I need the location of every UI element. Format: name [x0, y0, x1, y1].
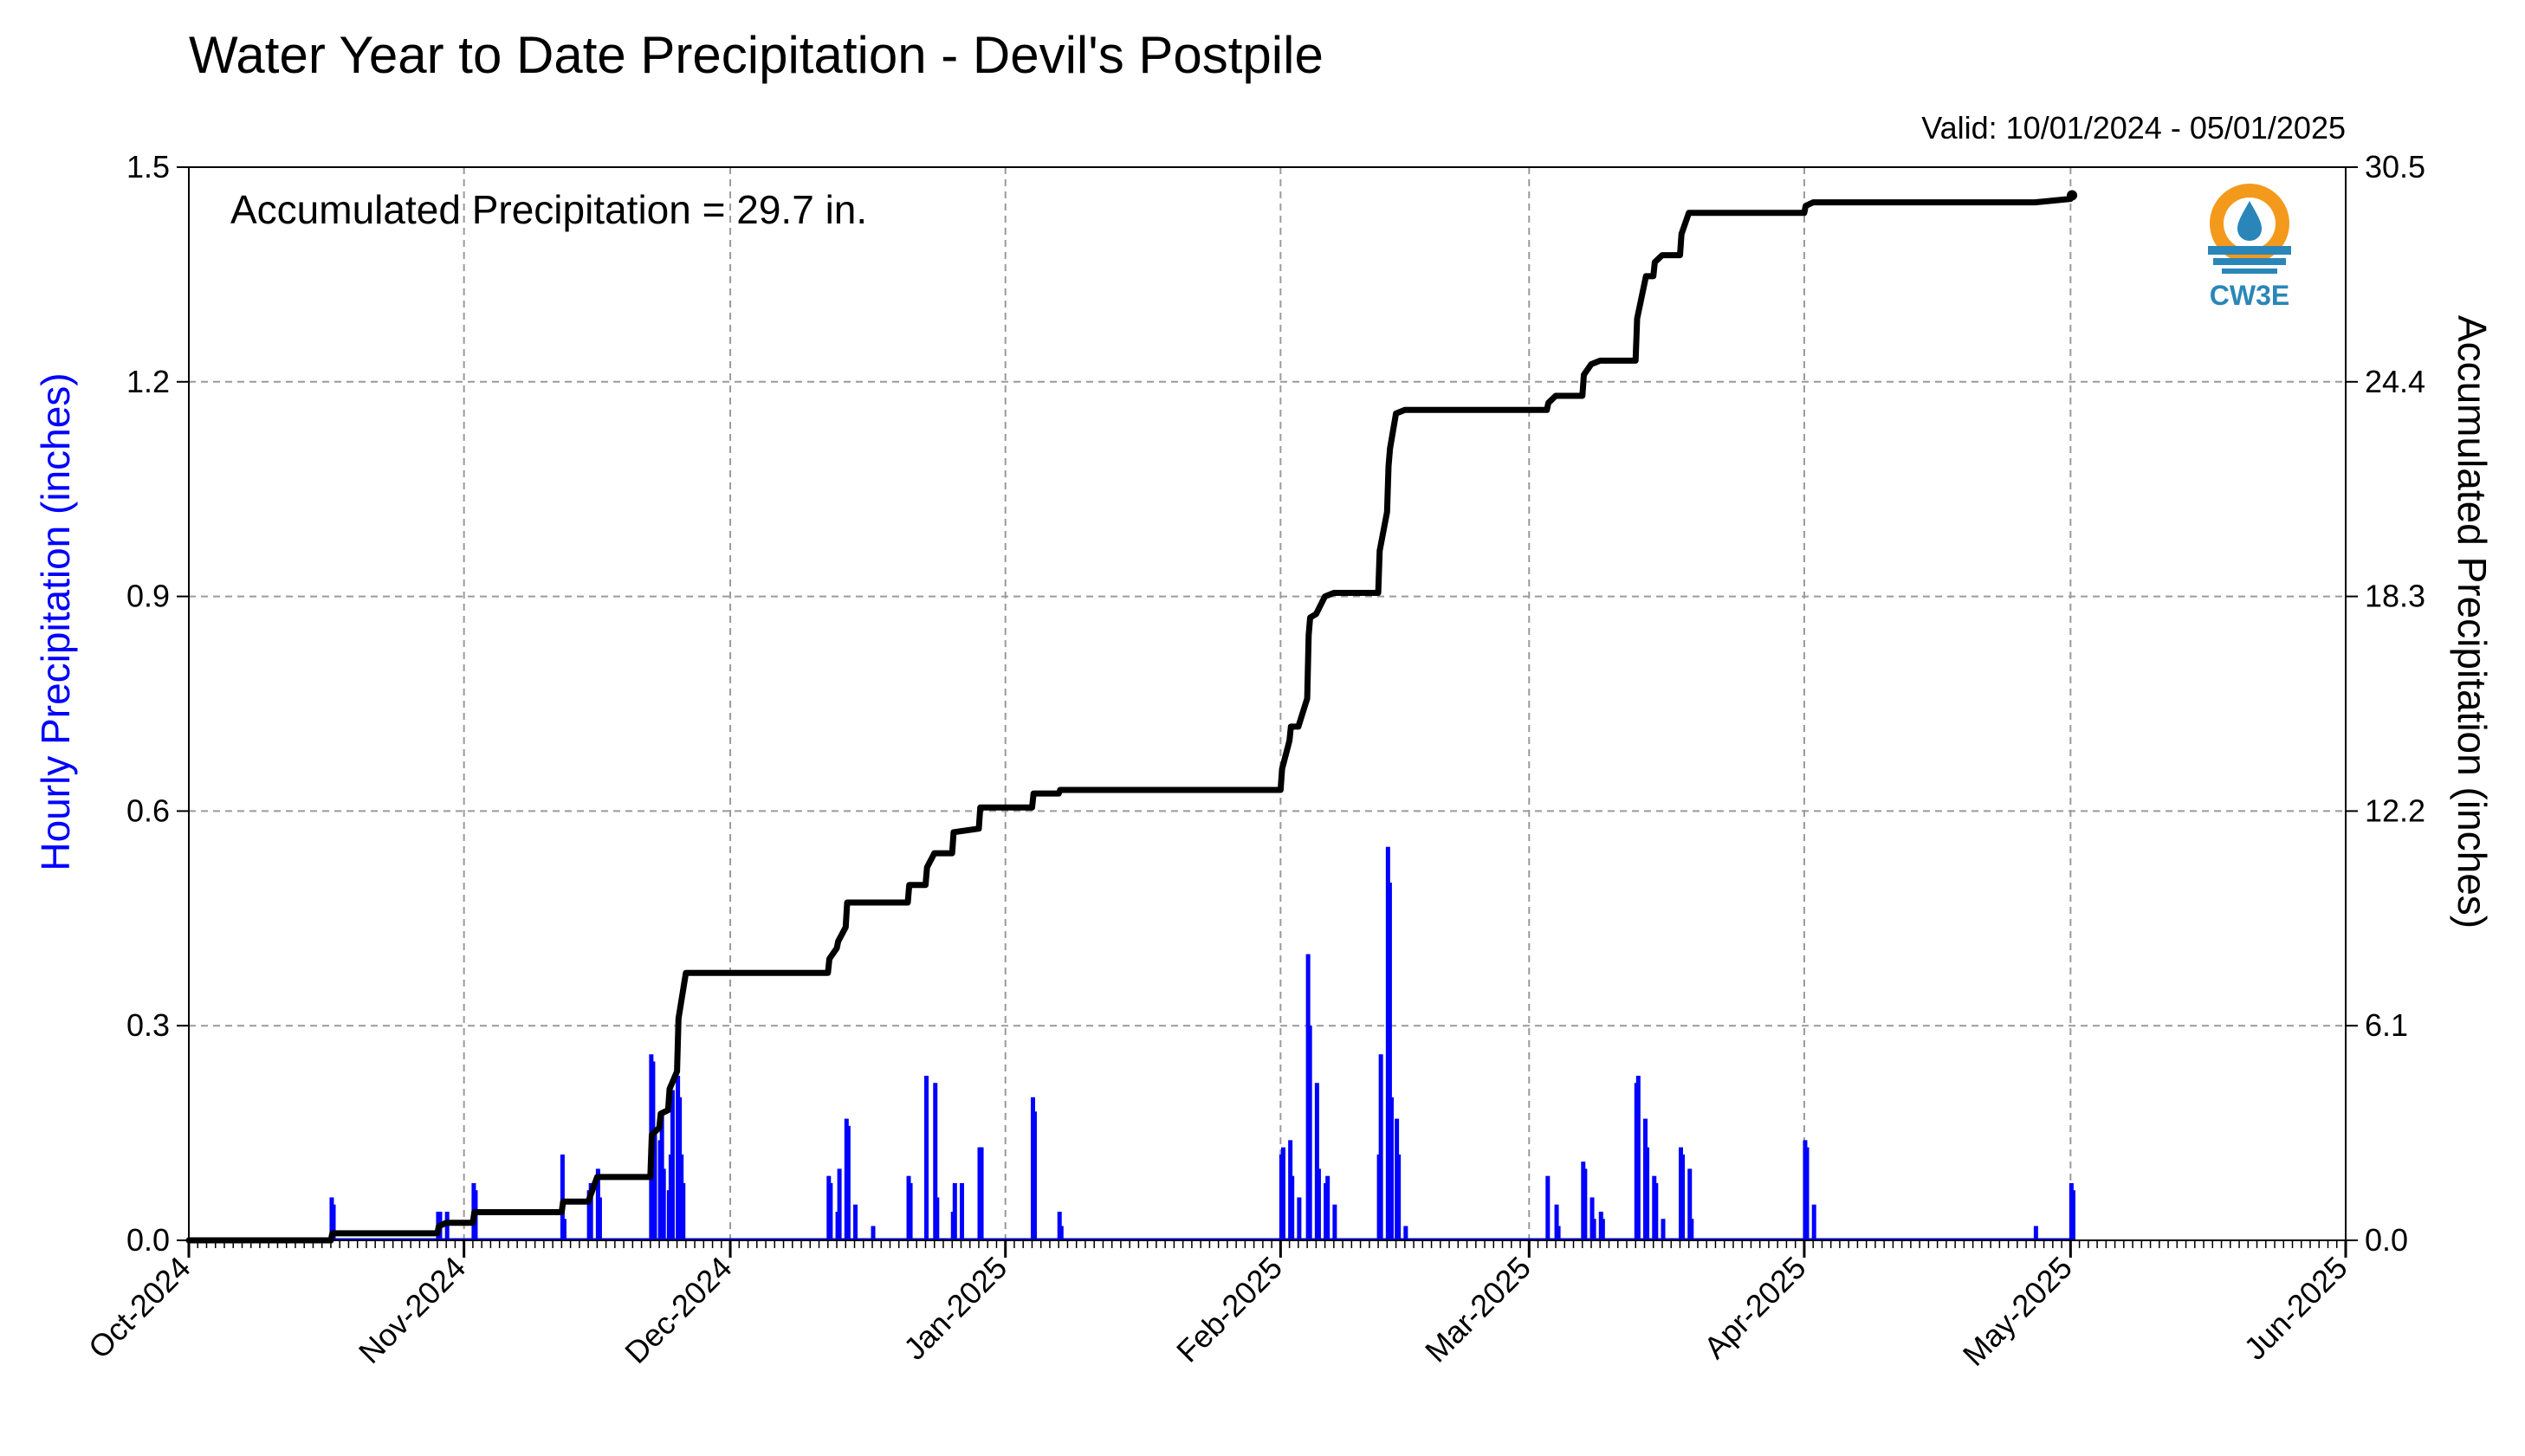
y-left-tick-label: 0.3	[126, 1007, 170, 1043]
accumulated-precip-endpoint	[2067, 190, 2078, 201]
hourly-precip-bar	[1403, 1226, 1408, 1240]
hourly-precip-bar	[1314, 1083, 1319, 1240]
hourly-precip-bar	[1389, 1097, 1394, 1240]
hourly-precip-bar	[1290, 1175, 1295, 1240]
hourly-precip-bar	[1687, 1168, 1693, 1240]
y-right-tick-label: 0.0	[2365, 1222, 2408, 1258]
hourly-precip-bar	[1600, 1219, 1605, 1240]
hourly-precip-bar	[681, 1182, 686, 1240]
hourly-precip-bar	[853, 1204, 858, 1240]
y-axis-label-right: Accumulated Precipitation (inches)	[2450, 315, 2495, 929]
chart-title: Water Year to Date Precipitation - Devil…	[189, 26, 1324, 84]
accumulated-total-annotation: Accumulated Precipitation = 29.7 in.	[230, 187, 867, 232]
hourly-precip-bar	[1387, 883, 1392, 1240]
hourly-precip-bar	[952, 1182, 957, 1240]
y-right-tick-label: 24.4	[2365, 364, 2425, 399]
hourly-precip-bar	[331, 1204, 336, 1240]
hourly-precip-bar	[1661, 1219, 1666, 1240]
hourly-precip-bar	[661, 1168, 666, 1240]
y-right-tick-label: 18.3	[2365, 579, 2425, 614]
hourly-precip-bar	[1545, 1175, 1551, 1240]
hourly-precip-bar	[933, 1083, 938, 1240]
logo-wave-2	[2213, 258, 2286, 265]
water-drop-icon	[2237, 201, 2262, 241]
logo-wave-3	[2222, 269, 2277, 274]
hourly-precip-bar	[960, 1182, 965, 1240]
accumulated-precip-line	[185, 190, 2078, 1244]
hourly-precip-bar	[1332, 1204, 1337, 1240]
hourly-precip-bar	[1680, 1154, 1686, 1240]
y-right-tick-label: 12.2	[2365, 793, 2425, 828]
hourly-precip-bar	[1645, 1147, 1650, 1240]
hourly-precip-bar	[1811, 1204, 1816, 1240]
hourly-precip-bar	[871, 1226, 876, 1240]
hourly-precip-bar	[1554, 1204, 1559, 1240]
y-left-tick-label: 0.0	[126, 1222, 170, 1258]
hourly-precip-bar	[845, 1125, 851, 1240]
accumulated-precip-path	[185, 192, 2075, 1244]
hourly-precip-bar	[1316, 1168, 1321, 1240]
hourly-precip-bar	[560, 1154, 565, 1240]
y-left-tick-label: 1.5	[126, 149, 170, 184]
hourly-precip-bar	[837, 1168, 842, 1240]
y-left-tick-label: 0.6	[126, 793, 170, 828]
plot-frame	[188, 166, 2347, 1241]
hourly-precip-bar	[1033, 1111, 1038, 1240]
valid-date-range: Valid: 10/01/2024 - 05/01/2025	[1921, 110, 2346, 146]
hourly-precip-bar	[1654, 1182, 1659, 1240]
axes	[177, 166, 2358, 1258]
hourly-precip-bar	[1059, 1226, 1064, 1240]
y-right-tick-label: 6.1	[2365, 1007, 2408, 1043]
hourly-precip-bar	[908, 1182, 913, 1240]
hourly-precip-bar	[652, 1133, 657, 1240]
hourly-precip-bar	[828, 1182, 833, 1240]
hourly-precip-bar	[1583, 1168, 1588, 1240]
y-axis-label-left: Hourly Precipitation (inches)	[33, 372, 78, 870]
hourly-precip-bar	[1635, 1076, 1641, 1240]
hourly-precip-bar	[979, 1147, 984, 1240]
hourly-precip-bar	[924, 1076, 929, 1240]
y-left-tick-label: 0.9	[126, 579, 170, 614]
hourly-precip-bar	[1378, 1054, 1383, 1240]
hourly-precip-bar	[1280, 1147, 1285, 1240]
hourly-precip-bar	[2070, 1190, 2075, 1240]
logo-text: CW3E	[2210, 280, 2289, 311]
hourly-precip-bar	[1396, 1154, 1402, 1240]
hourly-precip-bar	[1591, 1219, 1596, 1240]
hourly-precip-bar	[444, 1211, 450, 1240]
hourly-precip-bar	[588, 1182, 593, 1240]
hourly-precip-bar	[597, 1197, 602, 1240]
hourly-precip-bar	[1556, 1226, 1561, 1240]
hourly-precip-bar	[1804, 1147, 1810, 1240]
hourly-precip-bar	[1325, 1175, 1330, 1240]
hourly-precip-bar	[1307, 1026, 1312, 1240]
y-left-tick-label: 1.2	[126, 364, 170, 399]
hourly-precip-bar	[670, 1090, 675, 1240]
y-right-tick-label: 30.5	[2365, 149, 2425, 184]
hourly-precip-bar	[1297, 1197, 1302, 1240]
logo-wave-1	[2208, 246, 2291, 255]
hourly-precip-bar	[1689, 1219, 1694, 1240]
hourly-precip-bar	[561, 1219, 567, 1240]
hourly-precip-bar	[935, 1197, 940, 1240]
hourly-precip-bar	[2033, 1226, 2038, 1240]
grid-lines	[189, 167, 2346, 1240]
cw3e-logo: CW3E	[2208, 184, 2291, 311]
